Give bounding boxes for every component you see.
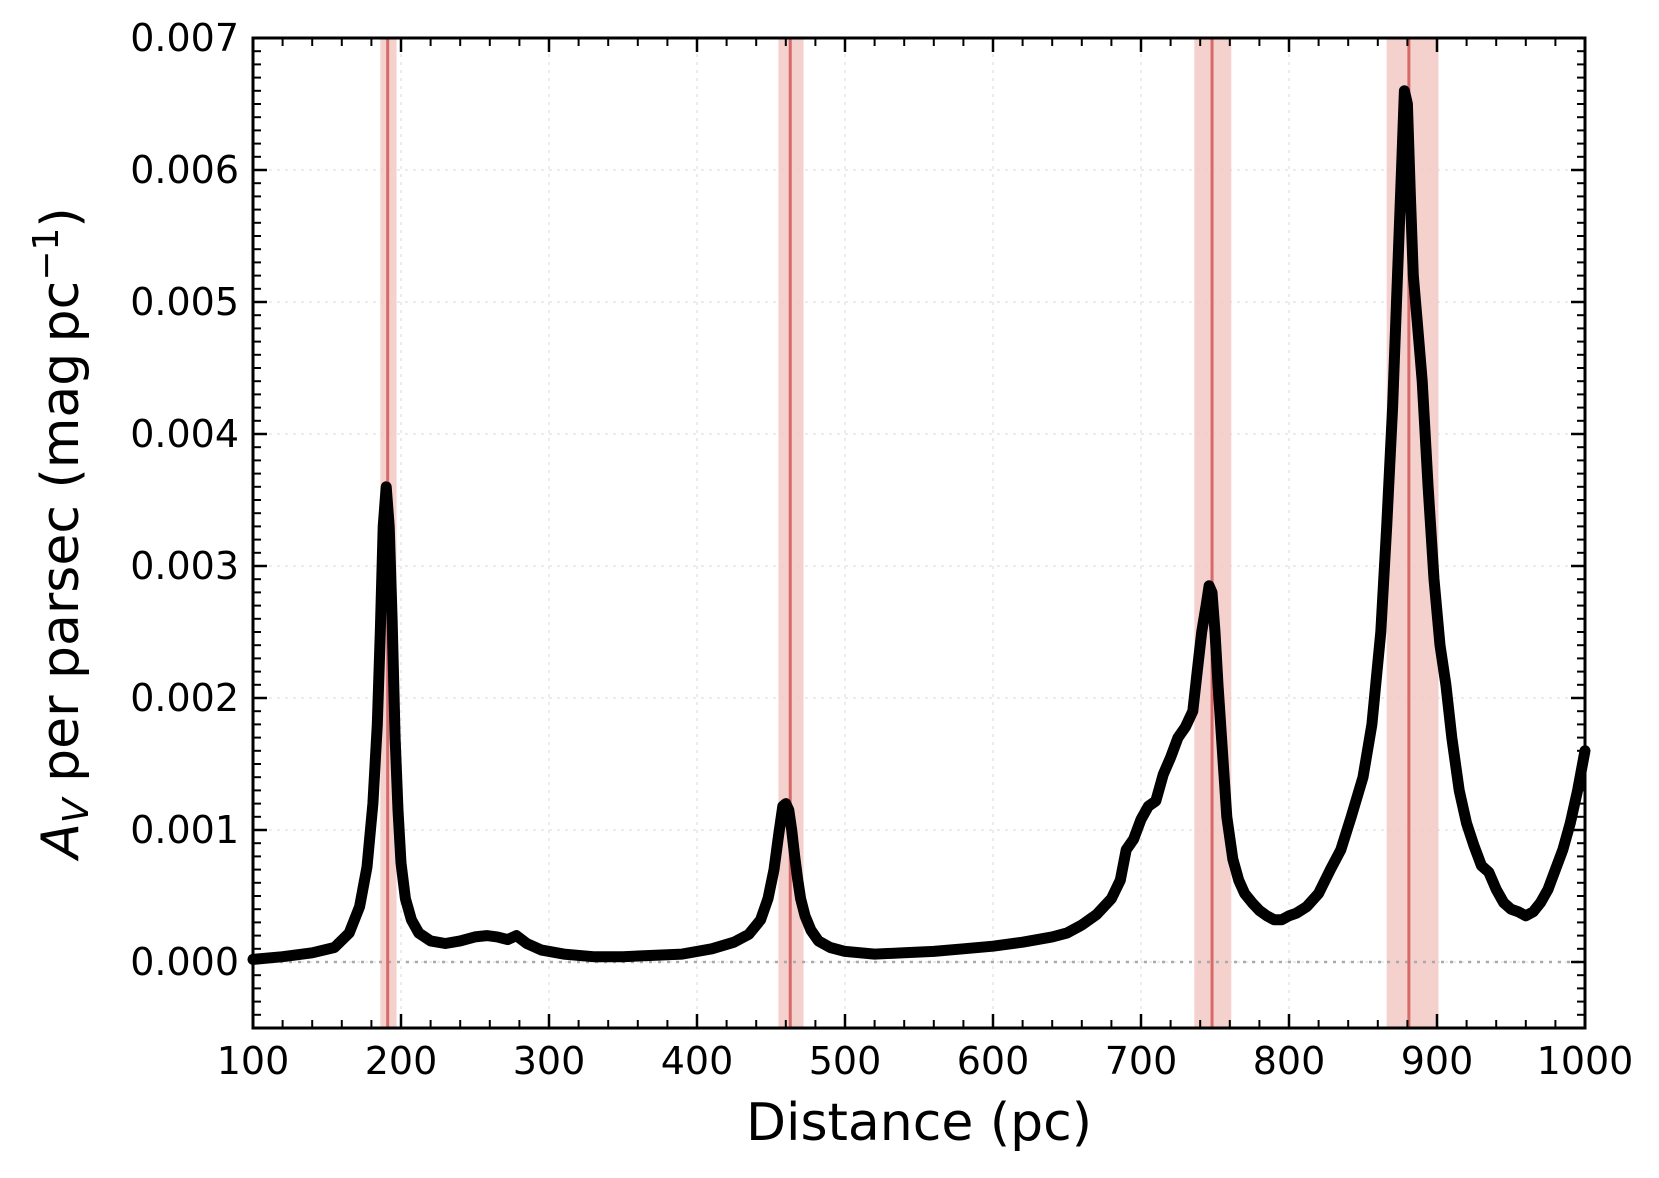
x-tick-label: 600 [957,1039,1030,1083]
y-tick-label: 0.000 [130,940,239,984]
y-tick-label: 0.005 [130,280,239,324]
y-axis-title-subscript: V [56,796,97,823]
y-tick-label: 0.004 [130,412,239,456]
series-line [247,85,1591,965]
marker-bands [380,38,1439,1028]
series-layer [247,85,1591,965]
plot-frame [251,36,1587,1030]
x-axis-title: Distance (pc) [746,1093,1092,1153]
y-tick-label: 0.003 [130,544,239,588]
y-axis-title: AV per parsec (mag pc−1) [26,207,97,861]
x-tick-label: 200 [365,1039,438,1083]
tick-labels: 100 200 300 400 500 600 700 800 900 1000 0.000 0.00… [130,16,1633,1083]
x-tick-label: 100 [217,1039,290,1083]
x-tick-label: 500 [809,1039,882,1083]
x-tick-label: 700 [1105,1039,1178,1083]
y-axis-title-superscript: −1 [26,228,67,281]
y-tick-label: 0.007 [130,16,239,60]
y-axis-title-suffix: ) [31,207,91,227]
x-tick-label: 800 [1253,1039,1326,1083]
y-tick-label: 0.001 [130,808,239,852]
marker-lines [386,38,1411,1028]
x-tick-label: 300 [513,1039,586,1083]
y-axis-title-text: per parsec (mag pc [31,281,91,799]
x-tick-label: 400 [661,1039,734,1083]
ticks [251,36,1587,1028]
x-tick-label: 900 [1401,1039,1474,1083]
y-tick-label: 0.006 [130,148,239,192]
y-axis-title-symbol: A [31,823,91,862]
x-tick-label: 1000 [1537,1039,1634,1083]
y-tick-label: 0.002 [130,676,239,720]
